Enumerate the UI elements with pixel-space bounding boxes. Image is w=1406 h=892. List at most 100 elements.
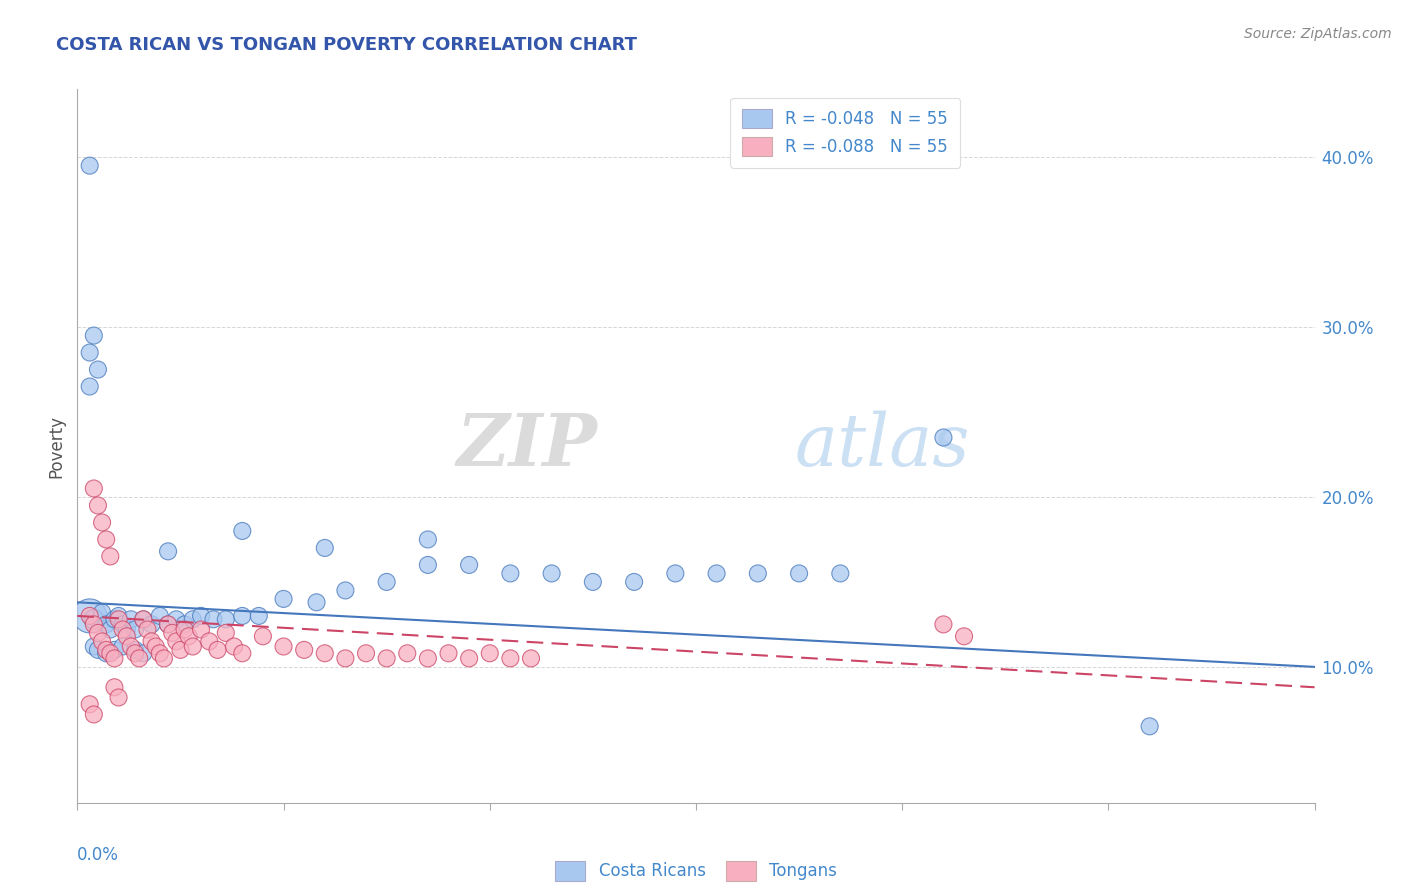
Point xyxy=(354,646,377,660)
Point xyxy=(79,379,101,393)
Point xyxy=(247,608,270,623)
Point xyxy=(83,640,105,654)
Point xyxy=(582,574,605,589)
Point xyxy=(98,646,121,660)
Y-axis label: Poverty: Poverty xyxy=(48,415,66,477)
Point xyxy=(437,646,460,660)
Legend: Costa Ricans, Tongans: Costa Ricans, Tongans xyxy=(548,855,844,888)
Point xyxy=(458,558,481,572)
Point xyxy=(107,612,129,626)
Point xyxy=(273,591,295,606)
Point xyxy=(375,574,398,589)
Point xyxy=(314,541,336,555)
Point xyxy=(91,634,114,648)
Point xyxy=(153,651,176,665)
Point xyxy=(173,617,195,632)
Point xyxy=(103,680,125,694)
Point xyxy=(103,612,125,626)
Point xyxy=(96,646,118,660)
Text: Source: ZipAtlas.com: Source: ZipAtlas.com xyxy=(1244,27,1392,41)
Point xyxy=(540,566,562,581)
Point xyxy=(103,643,125,657)
Point xyxy=(375,651,398,665)
Point xyxy=(145,640,167,654)
Point xyxy=(499,566,522,581)
Point xyxy=(292,643,315,657)
Point xyxy=(79,159,101,173)
Point xyxy=(98,623,121,637)
Point xyxy=(79,345,101,359)
Point xyxy=(1139,719,1161,733)
Point xyxy=(305,595,328,609)
Point xyxy=(177,629,200,643)
Text: 0.0%: 0.0% xyxy=(77,846,120,863)
Point xyxy=(87,643,110,657)
Point xyxy=(499,651,522,665)
Point xyxy=(215,626,238,640)
Point xyxy=(157,617,180,632)
Point xyxy=(215,612,238,626)
Point xyxy=(190,608,212,623)
Point xyxy=(198,634,221,648)
Point xyxy=(169,643,191,657)
Point xyxy=(79,608,101,623)
Point xyxy=(207,643,229,657)
Point xyxy=(128,651,150,665)
Point xyxy=(98,549,121,564)
Point xyxy=(396,646,419,660)
Point xyxy=(160,626,183,640)
Point xyxy=(478,646,501,660)
Point xyxy=(107,608,129,623)
Point xyxy=(231,524,253,538)
Point xyxy=(124,646,146,660)
Point xyxy=(231,608,253,623)
Point xyxy=(252,629,274,643)
Point xyxy=(787,566,810,581)
Point xyxy=(181,640,204,654)
Point xyxy=(273,640,295,654)
Point xyxy=(747,566,769,581)
Point xyxy=(83,617,105,632)
Point xyxy=(87,499,110,513)
Point xyxy=(79,698,101,712)
Point xyxy=(416,533,439,547)
Point xyxy=(623,574,645,589)
Point xyxy=(706,566,728,581)
Point xyxy=(222,640,245,654)
Point xyxy=(149,608,172,623)
Text: ZIP: ZIP xyxy=(456,410,598,482)
Point xyxy=(314,646,336,660)
Point xyxy=(953,629,976,643)
Point xyxy=(520,651,543,665)
Point xyxy=(120,640,142,654)
Point xyxy=(157,617,180,632)
Point xyxy=(458,651,481,665)
Point xyxy=(111,617,134,632)
Point xyxy=(96,617,118,632)
Point xyxy=(132,646,155,660)
Point xyxy=(664,566,686,581)
Point xyxy=(83,328,105,343)
Point xyxy=(335,651,357,665)
Point xyxy=(87,626,110,640)
Point xyxy=(190,623,212,637)
Point xyxy=(115,629,138,643)
Point xyxy=(79,608,101,623)
Point xyxy=(165,612,187,626)
Point xyxy=(416,651,439,665)
Point xyxy=(165,634,187,648)
Point xyxy=(335,583,357,598)
Point xyxy=(231,646,253,660)
Point xyxy=(141,634,163,648)
Point xyxy=(87,362,110,376)
Point xyxy=(932,617,955,632)
Point xyxy=(149,646,172,660)
Point xyxy=(416,558,439,572)
Point xyxy=(83,482,105,496)
Point xyxy=(932,430,955,444)
Point xyxy=(115,623,138,637)
Point xyxy=(141,617,163,632)
Point xyxy=(124,643,146,657)
Point xyxy=(830,566,852,581)
Point xyxy=(111,623,134,637)
